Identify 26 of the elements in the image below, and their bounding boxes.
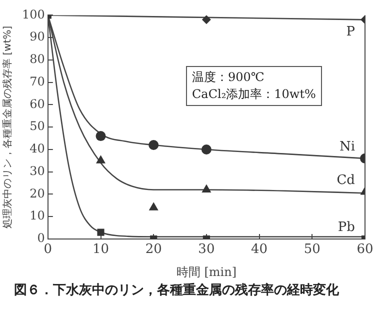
x-tick-label: 20 xyxy=(145,242,162,258)
series-label: P xyxy=(346,24,356,40)
series-label: Ni xyxy=(339,139,355,154)
series-label: Pb xyxy=(338,220,355,235)
y-tick-label: 20 xyxy=(30,186,45,200)
y-tick-label: 10 xyxy=(30,208,45,223)
y-tick-label: 50 xyxy=(30,119,45,134)
y-tick-label: 90 xyxy=(30,30,45,44)
x-tick-label: 40 xyxy=(251,242,268,258)
annotation: CaCl₂添加率：10wt% xyxy=(192,87,316,101)
y-tick-label: 80 xyxy=(30,52,45,66)
y-tick-label: 100 xyxy=(22,7,45,22)
annotation: 温度：900℃ xyxy=(192,70,264,84)
text: 図６．下水灰中のリン，各種重金属の残存率の経時変化 xyxy=(14,282,340,300)
x-tick-label: 10 xyxy=(92,242,110,258)
x-tick-label: 30 xyxy=(198,242,215,258)
x-tick-label: 50 xyxy=(304,242,320,258)
series-label: Cd xyxy=(336,172,355,188)
y-tick-label: 0 xyxy=(37,231,45,246)
y-tick-label: 40 xyxy=(30,142,45,156)
y-tick-label: 60 xyxy=(30,96,45,111)
y-axis-title: 処理灰中のリン，各種重金属の残存率 [wt%] xyxy=(2,26,14,228)
y-tick-label: 30 xyxy=(30,164,45,178)
y-tick-label: 70 xyxy=(30,74,45,88)
x-axis-title: 時間 [min] xyxy=(176,264,237,279)
x-tick-label: 60 xyxy=(356,242,374,258)
